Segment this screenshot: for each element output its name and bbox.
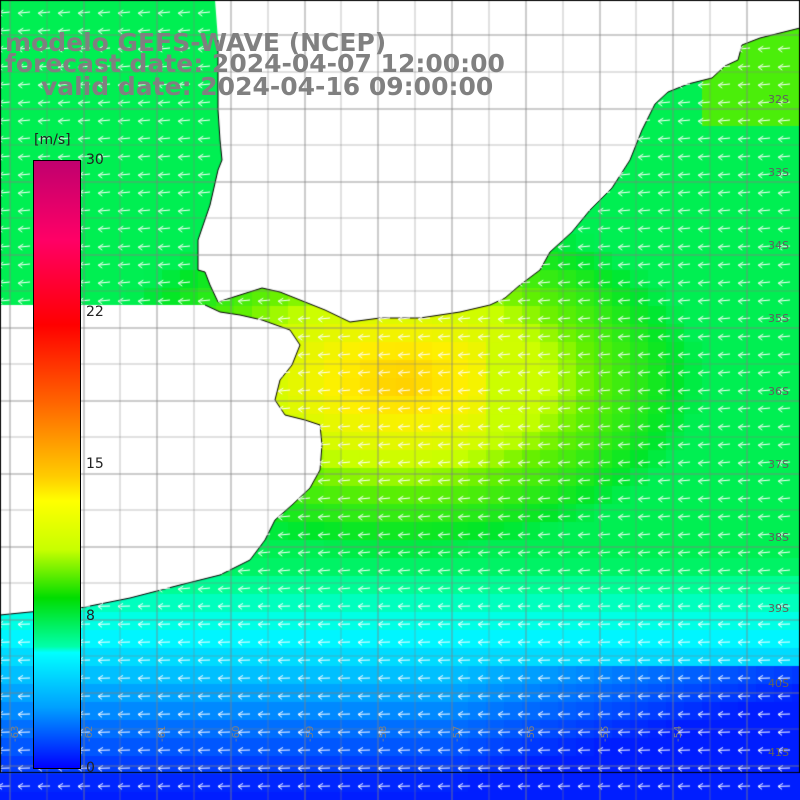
- colorbar: [33, 160, 81, 769]
- lat-label: 39S: [768, 602, 789, 615]
- lon-label: -55: [600, 725, 611, 742]
- colorbar-tick-30: 30: [86, 152, 104, 168]
- colorbar-unit: [m/s]: [34, 132, 71, 148]
- colorbar-tick-22: 22: [86, 304, 104, 320]
- lat-label: 33S: [768, 166, 789, 179]
- model-title: modelo GEFS-WAVE (NCEP): [5, 28, 387, 57]
- lon-label: -59: [305, 725, 316, 742]
- lon-label: -62: [84, 725, 95, 742]
- lon-label: -61: [157, 725, 168, 742]
- colorbar-tick-15: 15: [86, 456, 104, 472]
- lon-label: -63: [10, 725, 21, 742]
- lon-label: -60: [231, 725, 242, 742]
- forecast-date: forecast date: 2024-04-07 12:00:00: [5, 49, 505, 78]
- lon-label: -56: [526, 725, 537, 742]
- lat-label: 37S: [768, 458, 789, 471]
- lat-label: 36S: [768, 385, 789, 398]
- colorbar-tick-8: 8: [86, 608, 95, 624]
- lat-label: 40S: [768, 677, 789, 690]
- lon-label: -58: [378, 725, 389, 742]
- lat-label: 38S: [768, 531, 789, 544]
- lon-label: -57: [452, 725, 463, 742]
- lat-label: 35S: [768, 312, 789, 325]
- valid-date: valid date: 2024-04-16 09:00:00: [41, 72, 494, 101]
- lat-label: 32S: [768, 93, 789, 106]
- lat-label: 41S: [768, 746, 789, 759]
- lat-label: 34S: [768, 239, 789, 252]
- colorbar-tick-0: 0: [86, 760, 95, 776]
- lon-label: -54: [673, 725, 684, 742]
